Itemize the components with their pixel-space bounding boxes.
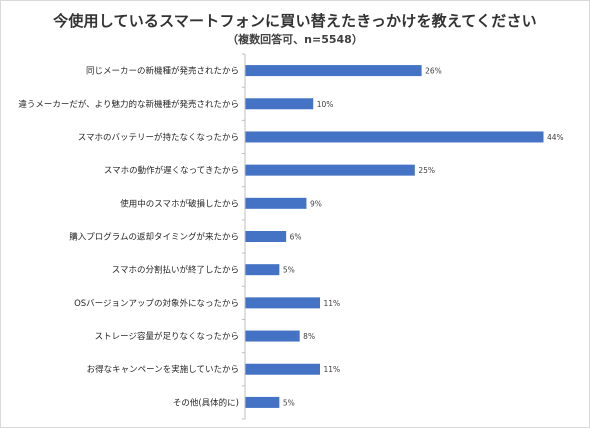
category-label: スマホの分割払いが終了したから xyxy=(112,265,239,276)
category-label: OSバージョンアップの対象外になったから xyxy=(74,298,239,309)
value-label: 5% xyxy=(283,266,295,275)
bar xyxy=(245,197,307,209)
value-label: 8% xyxy=(303,332,315,341)
bar xyxy=(245,131,544,143)
value-label: 5% xyxy=(283,398,295,407)
category-label: スマホのバッテリーが持たなくなったから xyxy=(78,132,239,143)
bar xyxy=(245,330,300,342)
value-label: 9% xyxy=(310,199,322,208)
value-label: 11% xyxy=(324,365,341,374)
category-label: 違うメーカーだが、より魅力的な新機種が発売されたから xyxy=(18,99,239,110)
category-label: 購入プログラムの返却タイミングが来たから xyxy=(69,232,239,243)
bar xyxy=(245,164,415,176)
bar xyxy=(245,297,320,309)
category-label: 同じメーカーの新機種が発売されたから xyxy=(86,66,239,77)
value-label: 25% xyxy=(418,166,435,175)
value-label: 44% xyxy=(547,133,564,142)
bar xyxy=(245,264,280,276)
category-label: 使用中のスマホが破損したから xyxy=(120,198,239,209)
value-label: 10% xyxy=(317,100,334,109)
value-label: 6% xyxy=(290,233,302,242)
value-label: 26% xyxy=(425,67,442,76)
bar xyxy=(245,396,280,408)
bar xyxy=(245,98,314,110)
category-label: ストレージ容量が足りなくなったから xyxy=(95,331,239,342)
bar xyxy=(245,231,287,242)
category-label: スマホの動作が遅くなってきたから xyxy=(104,165,239,176)
category-label: お得なキャンペーンを実施していたから xyxy=(87,364,239,375)
bar xyxy=(245,65,422,77)
chart-title: 今使用しているスマートフォンに買い替えたきっかけを教えてください xyxy=(53,12,537,30)
category-label: その他(具体的に) xyxy=(173,397,239,408)
bar xyxy=(245,363,320,375)
value-label: 11% xyxy=(324,299,341,308)
chart-subtitle: （複数回答可、n=5548） xyxy=(227,33,363,46)
